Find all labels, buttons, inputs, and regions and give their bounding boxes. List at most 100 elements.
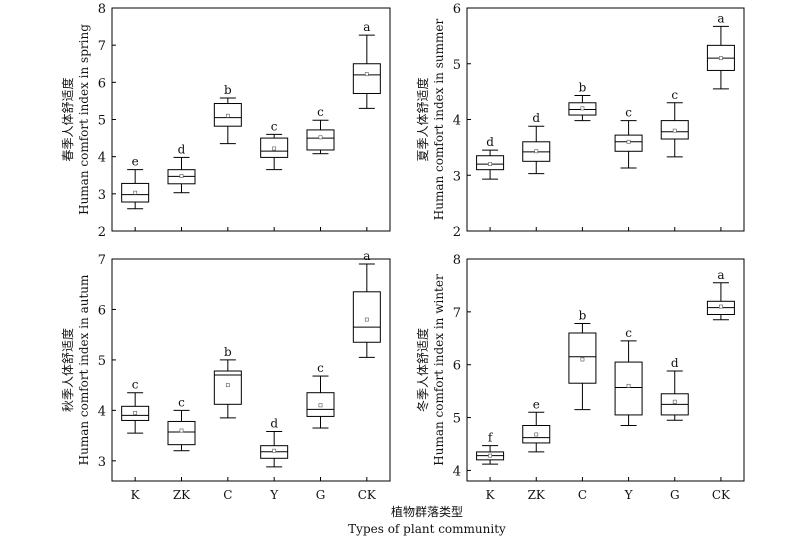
y-axis-label-english: Human comfort index in summer: [432, 19, 446, 221]
significance-letter: d: [671, 356, 679, 370]
box-c: b: [213, 83, 242, 145]
box-iqr: [352, 291, 381, 343]
box-y: d: [260, 417, 289, 468]
mean-marker: [672, 128, 677, 133]
box-iqr: [614, 361, 643, 416]
plot-frame: [111, 7, 391, 232]
significance-letter: a: [717, 11, 724, 25]
box-y: c: [614, 106, 643, 169]
box-ck: a: [352, 249, 381, 358]
mean-marker: [364, 317, 369, 322]
y-tick-label: 7: [98, 253, 106, 268]
box-y: c: [260, 119, 289, 171]
plot-frame: [466, 7, 745, 232]
box-g: d: [660, 356, 689, 421]
mean-marker: [626, 139, 631, 144]
significance-letter: d: [270, 417, 278, 431]
y-tick-label: 8: [453, 253, 461, 268]
box-zk: d: [167, 142, 196, 194]
y-tick-label: 5: [98, 354, 106, 369]
significance-letter: a: [717, 268, 724, 282]
significance-letter: c: [625, 326, 632, 340]
mean-marker: [488, 453, 492, 458]
box-ck: a: [706, 11, 735, 90]
x-tick-label-g: G: [670, 488, 680, 502]
significance-letter: c: [625, 106, 632, 120]
box-g: c: [660, 88, 689, 158]
x-tick-label-zk: ZK: [528, 488, 546, 502]
box-y: c: [614, 326, 643, 426]
y-tick-label: 3: [453, 169, 461, 184]
significance-letter: a: [363, 249, 370, 263]
y-tick-label: 4: [453, 114, 461, 129]
box-iqr: [306, 129, 335, 151]
box-c: b: [568, 308, 597, 411]
y-tick-label: 6: [98, 76, 106, 91]
panel-summer: 2 3 4 5 6 夏季人体舒适度 Human comfort index in summe…: [415, 2, 745, 240]
mean-marker: [272, 448, 277, 453]
y-axis-label-english: Human comfort index in winter: [432, 274, 446, 466]
box-k: e: [121, 155, 150, 210]
mean-marker: [272, 146, 277, 151]
significance-letter: d: [486, 135, 494, 149]
significance-letter: b: [579, 81, 587, 95]
plot-frame: [466, 258, 745, 482]
significance-letter: e: [132, 155, 139, 169]
x-tick-label-y: Y: [269, 488, 279, 502]
box-c: b: [568, 81, 597, 122]
y-axis-label-chinese: 春季人体舒适度: [60, 77, 75, 161]
panels-group: 2 3 4 5 6 7 8 春季人体舒适度 Human comfort index in spr…: [60, 2, 745, 502]
box-ck: a: [706, 268, 735, 321]
box-iqr: [352, 63, 381, 94]
box-c: b: [213, 345, 242, 419]
y-tick-label: 6: [453, 2, 461, 17]
significance-letter: a: [363, 20, 370, 34]
box-zk: e: [522, 397, 551, 453]
mean-marker: [672, 399, 677, 404]
y-tick-label: 5: [453, 412, 461, 427]
mean-marker: [179, 428, 184, 433]
mean-marker: [133, 410, 138, 415]
significance-letter: e: [533, 397, 540, 411]
mean-marker: [364, 72, 369, 77]
box-ck: a: [352, 20, 381, 109]
y-tick-label: 6: [98, 303, 106, 318]
y-tick-label: 2: [98, 225, 106, 240]
x-tick-label-k: K: [486, 488, 496, 502]
y-tick-label: 7: [453, 306, 461, 321]
mean-marker: [534, 149, 539, 154]
mean-marker: [626, 383, 631, 388]
significance-letter: c: [132, 378, 139, 392]
x-tick-label-ck: CK: [712, 488, 731, 502]
y-tick-label: 5: [453, 58, 461, 73]
panel-winter: 4 5 6 7 8 K ZK C Y G CK 冬季人体舒适度 Human comfort index …: [415, 253, 745, 502]
significance-letter: b: [224, 345, 232, 359]
significance-letter: c: [271, 119, 278, 133]
y-tick-label: 4: [453, 464, 461, 479]
mean-marker: [179, 174, 184, 178]
y-axis-label-chinese: 冬季人体舒适度: [415, 328, 430, 412]
x-tick-label-k: K: [131, 488, 141, 502]
y-axis-label-chinese: 秋季人体舒适度: [60, 328, 75, 412]
mean-marker: [488, 162, 492, 167]
significance-letter: d: [178, 142, 186, 156]
box-zk: d: [522, 111, 551, 175]
mean-marker: [534, 432, 539, 437]
y-tick-label: 3: [98, 455, 106, 470]
x-axis-label-english: Types of plant community: [348, 522, 506, 536]
mean-marker: [318, 135, 323, 140]
x-tick-label-c: C: [223, 488, 232, 502]
box-g: c: [306, 105, 335, 155]
mean-marker: [580, 357, 585, 362]
mean-marker: [719, 56, 723, 61]
significance-letter: b: [579, 308, 587, 322]
mean-marker: [133, 190, 138, 195]
mean-marker: [318, 403, 323, 408]
x-tick-label-ck: CK: [358, 488, 377, 502]
y-tick-label: 2: [453, 225, 461, 240]
y-tick-label: 6: [453, 359, 461, 374]
mean-marker: [225, 113, 230, 118]
y-tick-label: 5: [98, 114, 106, 129]
y-axis-label-english: Human comfort index in autum: [77, 274, 91, 465]
